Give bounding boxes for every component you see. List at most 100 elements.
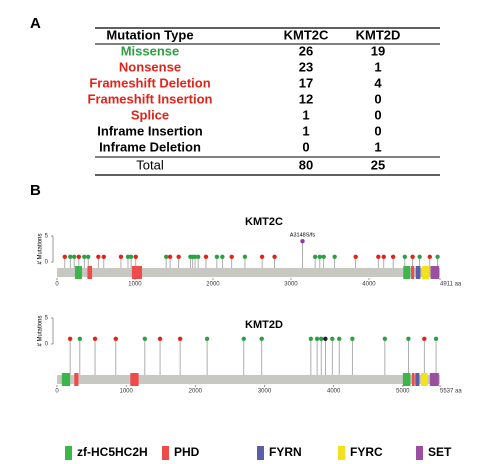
lollipop-head	[101, 254, 106, 259]
lollipop-head	[317, 254, 323, 259]
row-label: Frameshift Deletion	[89, 75, 210, 90]
x-tick-label: 3000	[284, 282, 298, 288]
domain	[415, 266, 421, 279]
lollipop-head	[422, 336, 427, 341]
row-label: Inframe Insertion	[97, 123, 203, 138]
legend-swatch	[65, 446, 72, 460]
x-tick-label: 4000	[327, 389, 341, 395]
domain	[411, 373, 415, 386]
lollipop-head	[214, 254, 220, 259]
domain	[429, 373, 439, 386]
y-axis-label: # Mutations	[38, 233, 44, 264]
cell: 1	[374, 139, 381, 154]
lollipop-head	[259, 254, 265, 259]
lollipop-head	[242, 254, 248, 259]
x-tick-label: 3000	[258, 389, 272, 395]
lollipop-head	[382, 336, 388, 341]
domain	[131, 266, 143, 279]
x-tick-label: 1000	[128, 282, 142, 288]
cell: 0	[302, 139, 309, 154]
lollipop-head	[192, 254, 198, 259]
x-tick-label: 1000	[119, 389, 133, 395]
protein-backbone	[57, 268, 440, 277]
lollipop-head	[314, 336, 320, 341]
lollipop-head	[321, 254, 326, 259]
cell: 19	[371, 43, 385, 58]
y-tick-label: 5	[45, 234, 49, 240]
domain	[430, 266, 440, 279]
lollipop-head	[220, 254, 225, 259]
mutation-label: A3148S/fs	[290, 233, 316, 239]
y-tick-label: 0	[45, 260, 49, 266]
lollipop-head	[92, 336, 98, 341]
lollipop-head	[410, 254, 415, 259]
lollipop-head	[96, 254, 101, 259]
legend-label: SET	[428, 445, 452, 459]
cell: 1	[302, 107, 309, 122]
cell: 0	[374, 123, 381, 138]
x-tick-label: 5537 aa	[440, 389, 462, 395]
lollipop-head	[376, 254, 381, 259]
lollipop-head	[435, 254, 440, 259]
lollipop-head	[82, 254, 87, 259]
plot-title: KMT2C	[245, 216, 283, 228]
lollipop-head	[133, 254, 138, 259]
lollipop-head	[68, 254, 73, 259]
panel-label: A	[30, 15, 41, 32]
domain	[130, 373, 139, 386]
lollipop-head	[406, 336, 411, 341]
table-header: Mutation Type	[106, 27, 193, 42]
cell: 80	[299, 157, 313, 172]
cell: 1	[302, 123, 309, 138]
lollipop-head	[402, 254, 408, 259]
lollipop-head	[350, 336, 355, 341]
lollipop-head	[71, 254, 77, 259]
lollipop-head	[203, 254, 209, 259]
lollipop-head	[204, 336, 210, 341]
legend-swatch	[338, 446, 345, 460]
lollipop-head	[308, 336, 314, 341]
lollipop-head	[229, 254, 234, 259]
y-tick-label: 0	[45, 342, 49, 348]
lollipop-head	[381, 254, 386, 259]
lollipop-head	[337, 336, 342, 341]
protein-backbone	[57, 375, 440, 384]
cell: 12	[299, 91, 313, 106]
legend-swatch	[416, 446, 423, 460]
lollipop-head	[330, 336, 335, 341]
lollipop-head	[85, 254, 91, 259]
x-tick-label: 2000	[189, 389, 203, 395]
table-header: KMT2D	[356, 27, 401, 42]
x-tick-label: 0	[55, 282, 59, 288]
lollipop-head	[176, 254, 181, 259]
cell: 25	[371, 157, 385, 172]
lollipop-head	[323, 336, 328, 341]
x-tick-label: 5000	[396, 389, 410, 395]
lollipop-head	[76, 254, 82, 259]
lollipop-head	[259, 336, 264, 341]
lollipop-head	[157, 336, 163, 341]
lollipop-head	[67, 336, 73, 341]
domain	[420, 373, 428, 386]
cell: 26	[299, 43, 313, 58]
lollipop-head	[332, 254, 337, 259]
legend-label: FYRC	[350, 445, 383, 459]
domain	[403, 266, 411, 279]
lollipop-head	[118, 254, 124, 259]
legend-swatch	[257, 446, 264, 460]
x-tick-label: 0	[55, 389, 59, 395]
domain	[74, 266, 82, 279]
row-label: Missense	[121, 43, 180, 58]
lollipop-head	[128, 254, 134, 259]
cell: 0	[374, 107, 381, 122]
plot-title: KMT2D	[245, 319, 283, 331]
legend-label: zf-HC5HC2H	[77, 445, 148, 459]
domain	[415, 373, 420, 386]
lollipop-head	[427, 254, 432, 259]
domain	[74, 373, 79, 386]
legend-label: FYRN	[269, 445, 302, 459]
lollipop-head	[163, 254, 169, 259]
row-label: Splice	[131, 107, 169, 122]
legend-swatch	[162, 446, 169, 460]
lollipop-head	[319, 336, 324, 341]
